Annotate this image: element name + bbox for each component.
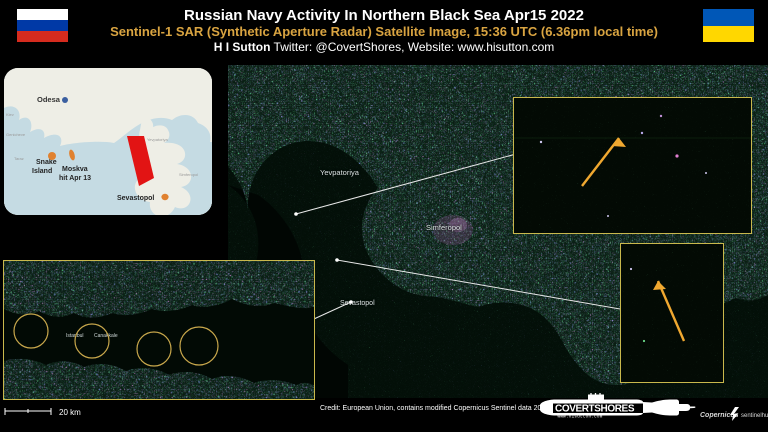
svg-text:Simferopol: Simferopol [179,172,198,177]
svg-text:sentinelhub: sentinelhub [741,413,768,419]
svg-text:Canakkale: Canakkale [94,333,118,339]
svg-text:Genicheve: Genicheve [6,132,26,137]
svg-text:Odesa: Odesa [37,95,61,104]
svg-text:hit Apr 13: hit Apr 13 [59,175,91,182]
svg-text:20 km: 20 km [59,408,81,417]
svg-text:COVERTSHORES: COVERTSHORES [555,403,635,414]
svg-text:Moskva: Moskva [62,166,88,173]
svg-text:Taraz: Taraz [14,156,24,161]
svg-text:Kiev: Kiev [6,112,14,117]
svg-text:Sevastopol: Sevastopol [117,195,154,202]
svg-text:Yevpatoriya: Yevpatoriya [147,137,169,142]
svg-text:Island: Island [32,168,52,175]
svg-text:www.hisutton.com: www.hisutton.com [558,415,603,420]
svg-text:Snake: Snake [36,159,57,166]
